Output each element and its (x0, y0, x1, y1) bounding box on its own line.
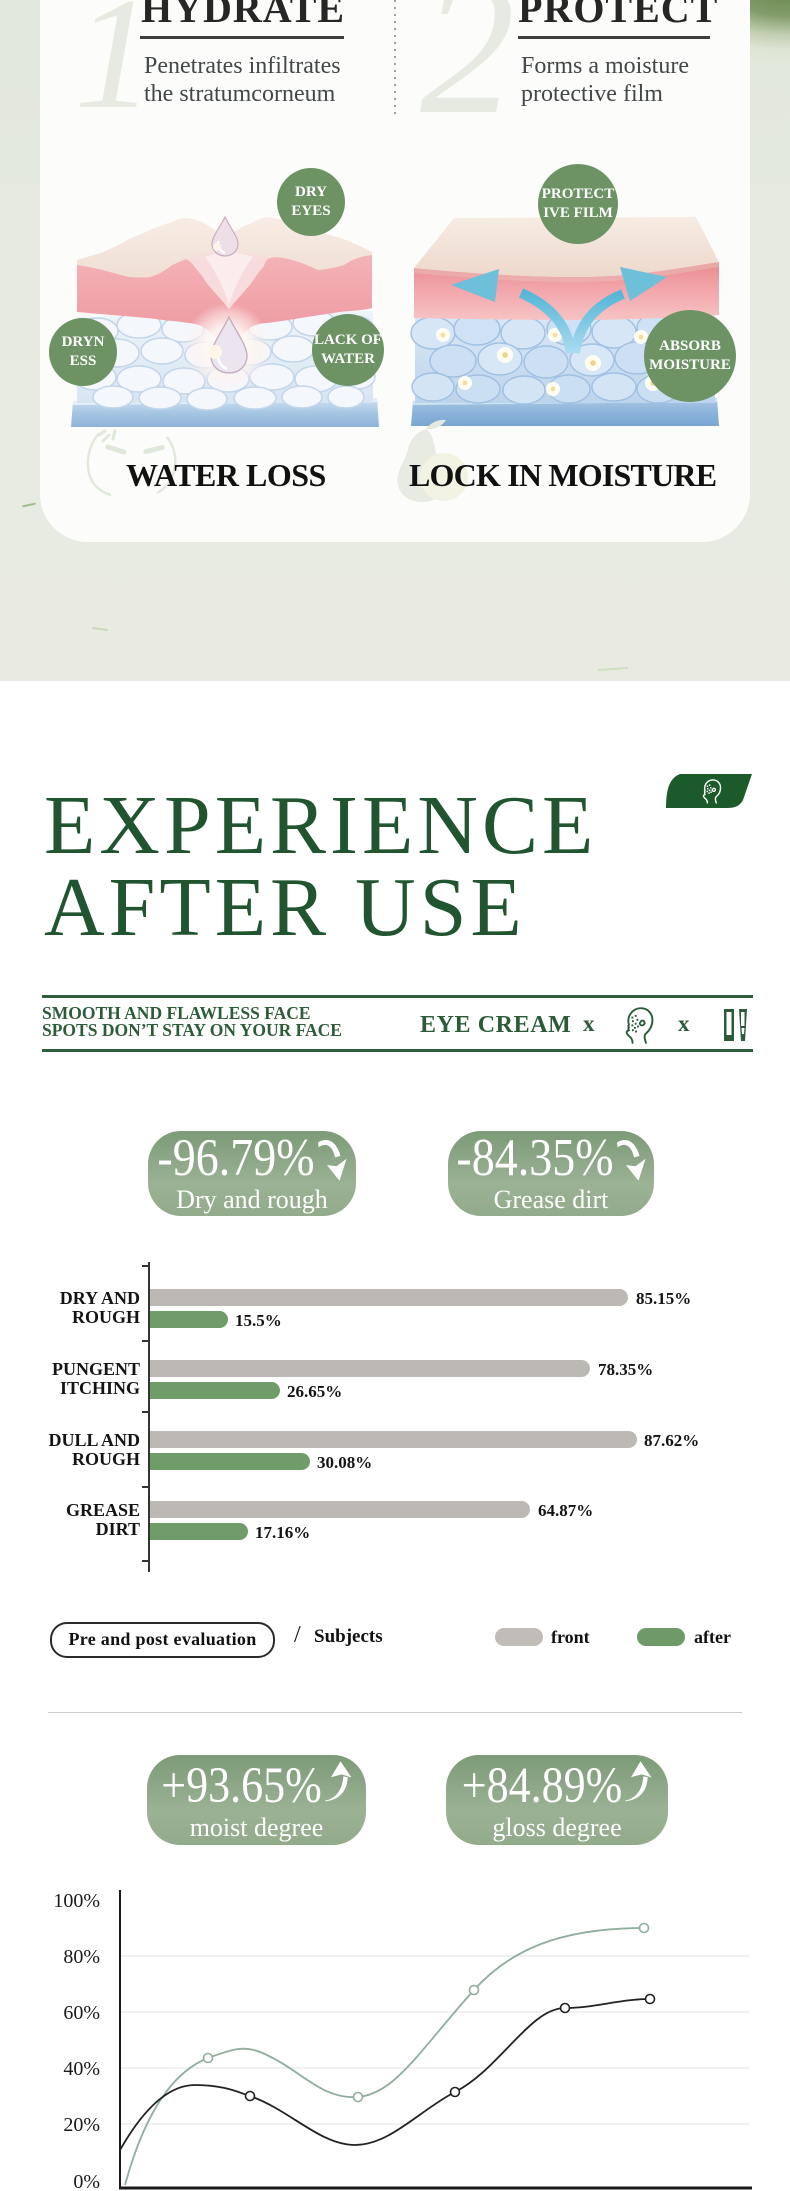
svg-text:80%: 80% (63, 1946, 100, 1968)
svg-text:40%: 40% (63, 2058, 100, 2080)
svg-text:100%: 100% (53, 1890, 100, 1912)
svg-text:60%: 60% (63, 2002, 100, 2024)
svg-text:20%: 20% (63, 2114, 100, 2136)
svg-text:0%: 0% (73, 2171, 100, 2191)
